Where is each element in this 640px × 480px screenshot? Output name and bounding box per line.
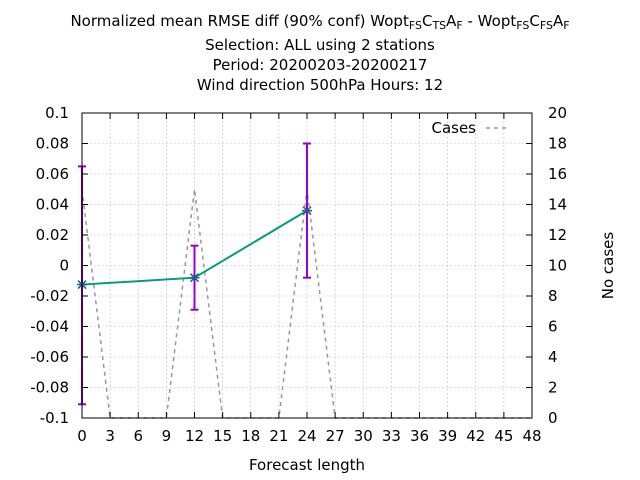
- y-tick-label: 0.1: [45, 104, 69, 122]
- y-tick-label: 0.08: [36, 135, 69, 153]
- y2-tick-label: 4: [548, 348, 558, 366]
- x-tick-label: 24: [297, 427, 316, 445]
- y2-tick-label: 18: [548, 135, 567, 153]
- y2-tick-label: 20: [548, 104, 567, 122]
- chart-title-line-1: Normalized mean RMSE diff (90% conf) Wop…: [70, 12, 570, 32]
- y2-tick-label: 12: [548, 226, 567, 244]
- rmse-diff-data-point: [302, 206, 312, 216]
- x-tick-label: 39: [438, 427, 457, 445]
- x-tick-label: 3: [105, 427, 115, 445]
- x-tick-label: 45: [494, 427, 513, 445]
- chart-title-line-4: Wind direction 500hPa Hours: 12: [196, 76, 444, 94]
- x-tick-label: 15: [213, 427, 232, 445]
- y-tick-label: 0.02: [36, 226, 69, 244]
- x-tick-label: 0: [77, 427, 87, 445]
- y-tick-label: -0.1: [40, 409, 69, 427]
- axis-ticks: 0 3 6 9 12 15 18 21 24 27 30 33 36 39 42 45 48-0.1-0.08-…: [30, 104, 567, 445]
- x-axis-label: Forecast length: [249, 456, 365, 474]
- y-tick-label: -0.06: [30, 348, 69, 366]
- y2-tick-label: 0: [548, 409, 558, 427]
- x-tick-label: 6: [133, 427, 143, 445]
- y2-tick-label: 10: [548, 257, 567, 275]
- x-tick-label: 9: [162, 427, 172, 445]
- y-tick-label: 0.04: [36, 196, 69, 214]
- y2-axis-label: No cases: [599, 232, 617, 300]
- x-tick-label: 30: [354, 427, 373, 445]
- chart-title-line-2: Selection: ALL using 2 stations: [205, 36, 435, 54]
- y-tick-label: -0.08: [30, 379, 69, 397]
- y-tick-label: -0.02: [30, 287, 69, 305]
- x-tick-label: 36: [410, 427, 429, 445]
- legend: Cases: [431, 119, 508, 137]
- rmse-diff-data-point: [189, 273, 200, 283]
- y2-tick-label: 14: [548, 196, 567, 214]
- legend-label-cases: Cases: [431, 119, 476, 137]
- x-tick-label: 12: [185, 427, 204, 445]
- x-tick-label: 42: [466, 427, 485, 445]
- y-tick-label: 0: [59, 257, 69, 275]
- x-tick-label: 33: [382, 427, 401, 445]
- series-layer: [77, 142, 532, 419]
- y-tick-label: 0.06: [36, 165, 69, 183]
- y2-tick-label: 8: [548, 287, 558, 305]
- x-tick-label: 27: [326, 427, 345, 445]
- y-tick-label: -0.04: [30, 318, 69, 336]
- y2-tick-label: 2: [548, 379, 558, 397]
- x-tick-label: 48: [522, 427, 541, 445]
- y2-tick-label: 6: [548, 318, 558, 336]
- chart-title-line-3: Period: 20200203-20200217: [212, 56, 428, 74]
- y2-tick-label: 16: [548, 165, 567, 183]
- x-tick-label: 18: [241, 427, 260, 445]
- x-tick-label: 21: [269, 427, 288, 445]
